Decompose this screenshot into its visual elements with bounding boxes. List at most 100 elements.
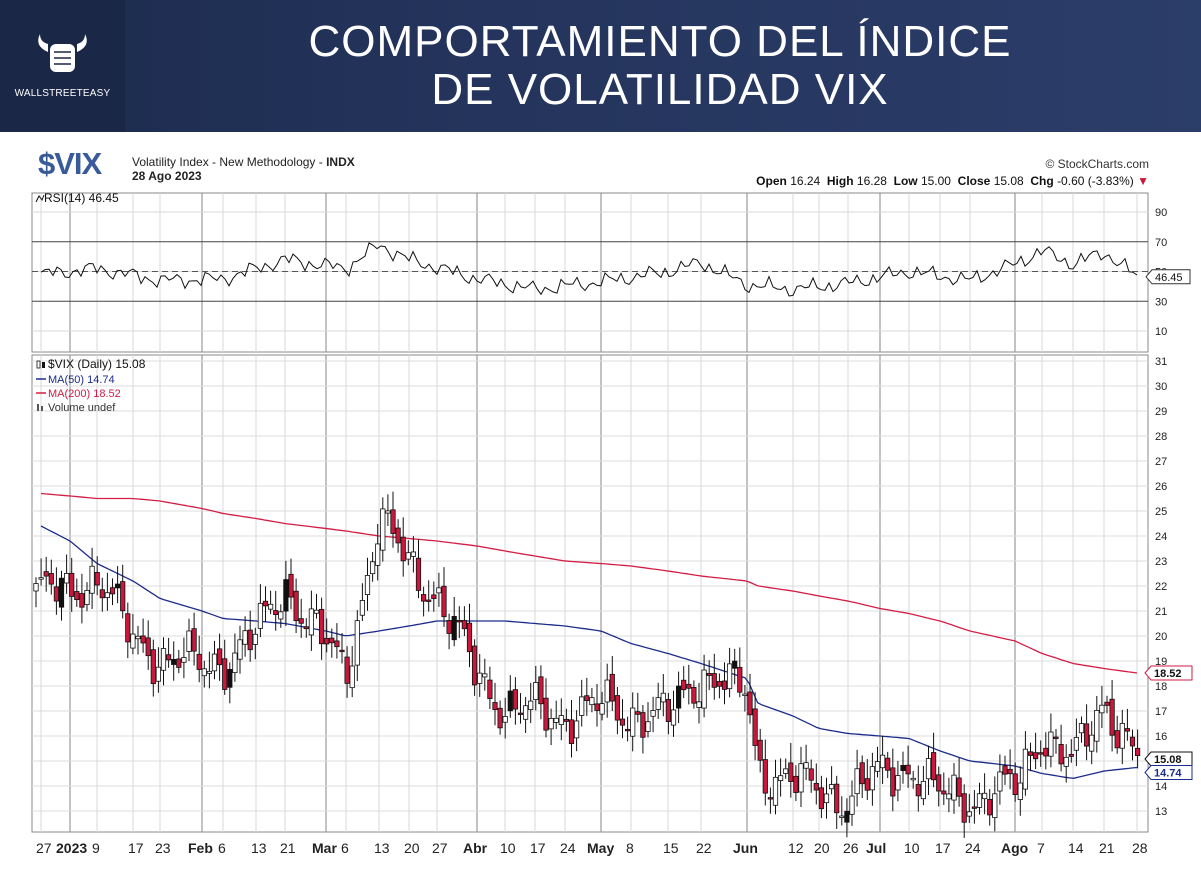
x-tick-label: 21 bbox=[1099, 840, 1115, 856]
candle-body bbox=[267, 603, 274, 610]
candle-body bbox=[1033, 752, 1039, 760]
banner-title-line1: COMPORTAMIENTO DEL ÍNDICE bbox=[308, 17, 1012, 66]
candle-body bbox=[946, 793, 952, 800]
price-tick-label: 17 bbox=[1155, 706, 1167, 718]
price-tick-label: 30 bbox=[1155, 381, 1167, 393]
ma50-value-label: 14.74 bbox=[1154, 768, 1182, 780]
candle-body bbox=[528, 700, 534, 710]
candle-body bbox=[976, 793, 983, 808]
candle-body bbox=[599, 703, 605, 715]
price-tick-label: 29 bbox=[1155, 406, 1167, 418]
candle-body bbox=[1002, 765, 1008, 775]
candle-body bbox=[1068, 754, 1074, 757]
candle-body bbox=[885, 757, 891, 771]
price-tick-label: 23 bbox=[1155, 556, 1167, 568]
candle-body bbox=[512, 689, 519, 710]
vix-legend: $VIX (Daily) 15.08 bbox=[48, 357, 146, 371]
candle-body bbox=[854, 768, 860, 795]
candle-body bbox=[655, 697, 661, 710]
x-tick-label: 12 bbox=[788, 840, 804, 856]
brand-logo[interactable]: WALLSTREETEASY bbox=[0, 0, 125, 132]
candle-body bbox=[625, 728, 631, 732]
ma50-line bbox=[40, 525, 1138, 779]
price-tick-label: 26 bbox=[1155, 481, 1167, 493]
x-tick-label: 6 bbox=[218, 840, 226, 856]
candle-body bbox=[849, 795, 855, 815]
candle-body bbox=[793, 775, 799, 793]
candle-body bbox=[956, 777, 962, 797]
bull-fist-icon bbox=[38, 34, 87, 72]
x-tick-label: Ago bbox=[1001, 840, 1028, 856]
candle-body bbox=[155, 666, 161, 682]
candle-body bbox=[171, 658, 177, 665]
close-value-label: 15.08 bbox=[1154, 754, 1182, 766]
ma200-legend: MA(200) 18.52 bbox=[48, 388, 121, 400]
candle-body bbox=[79, 593, 85, 608]
rsi-panel: RSI(14) 46.45 bbox=[44, 191, 119, 205]
candle-body bbox=[487, 679, 493, 699]
candle-body bbox=[1053, 736, 1059, 739]
ma50-legend: MA(50) 14.74 bbox=[48, 374, 115, 386]
x-tick-label: 8 bbox=[626, 840, 634, 856]
candle-body bbox=[431, 594, 437, 599]
close-label: Close bbox=[957, 174, 991, 188]
rsi-swatch bbox=[35, 194, 45, 203]
candle-body bbox=[160, 648, 167, 671]
candle-body bbox=[293, 590, 299, 622]
candle-body bbox=[1038, 752, 1044, 755]
candle-body bbox=[395, 527, 401, 544]
candle-body bbox=[931, 752, 937, 781]
candle-body bbox=[813, 782, 819, 791]
candle-body bbox=[410, 551, 417, 557]
price-tick-label: 24 bbox=[1155, 531, 1167, 543]
price-panel: $VIX (Daily) 15.08 MA(50) 14.74 MA(200) … bbox=[48, 357, 146, 414]
candle-body bbox=[869, 766, 876, 791]
candle-body bbox=[834, 783, 840, 814]
open-label: Open bbox=[756, 174, 787, 188]
candle-body bbox=[262, 600, 269, 607]
candle-body bbox=[283, 579, 289, 612]
candle-body bbox=[191, 628, 197, 652]
candle-body bbox=[461, 620, 468, 630]
index-name-text: Volatility Index - New Methodology - bbox=[132, 155, 327, 169]
x-tick-label: 14 bbox=[1068, 840, 1084, 856]
candle-body bbox=[33, 583, 39, 592]
candle-body bbox=[859, 762, 865, 785]
candle-body bbox=[936, 774, 942, 792]
candle-body bbox=[844, 810, 850, 823]
candle-body bbox=[385, 510, 391, 514]
candle-body bbox=[701, 669, 707, 709]
candle-body bbox=[961, 793, 967, 823]
candle-body bbox=[344, 656, 350, 684]
rsi-value-label: 46.45 bbox=[1155, 272, 1183, 284]
candle-body bbox=[181, 657, 187, 663]
ticker-symbol: $VIX bbox=[38, 146, 102, 181]
candle-body bbox=[201, 668, 207, 677]
candle-body bbox=[630, 707, 636, 737]
price-tick-label: 13 bbox=[1155, 806, 1167, 818]
candle-body bbox=[482, 673, 488, 678]
candle-body bbox=[982, 792, 988, 800]
x-tick-label: Jul bbox=[866, 840, 886, 856]
candle-body bbox=[64, 573, 70, 584]
candle-body bbox=[757, 739, 763, 761]
x-tick-label: Mar bbox=[312, 840, 337, 856]
candle-body bbox=[120, 581, 126, 612]
candle-body bbox=[369, 561, 376, 575]
candle-body bbox=[650, 710, 656, 717]
open-value: 16.24 bbox=[790, 174, 821, 188]
candle-body bbox=[543, 697, 549, 731]
candle-body bbox=[48, 573, 54, 585]
candle-body bbox=[69, 572, 75, 597]
candle-body bbox=[298, 618, 304, 624]
candle-body bbox=[1089, 734, 1095, 752]
candle-body bbox=[920, 780, 927, 800]
candle-body bbox=[727, 663, 733, 690]
candle-body bbox=[84, 589, 90, 606]
close-value: 15.08 bbox=[993, 174, 1024, 188]
exchange-name: INDX bbox=[326, 155, 355, 169]
candle-body bbox=[125, 613, 131, 643]
candle-body bbox=[517, 712, 524, 715]
candle-body bbox=[762, 759, 768, 794]
